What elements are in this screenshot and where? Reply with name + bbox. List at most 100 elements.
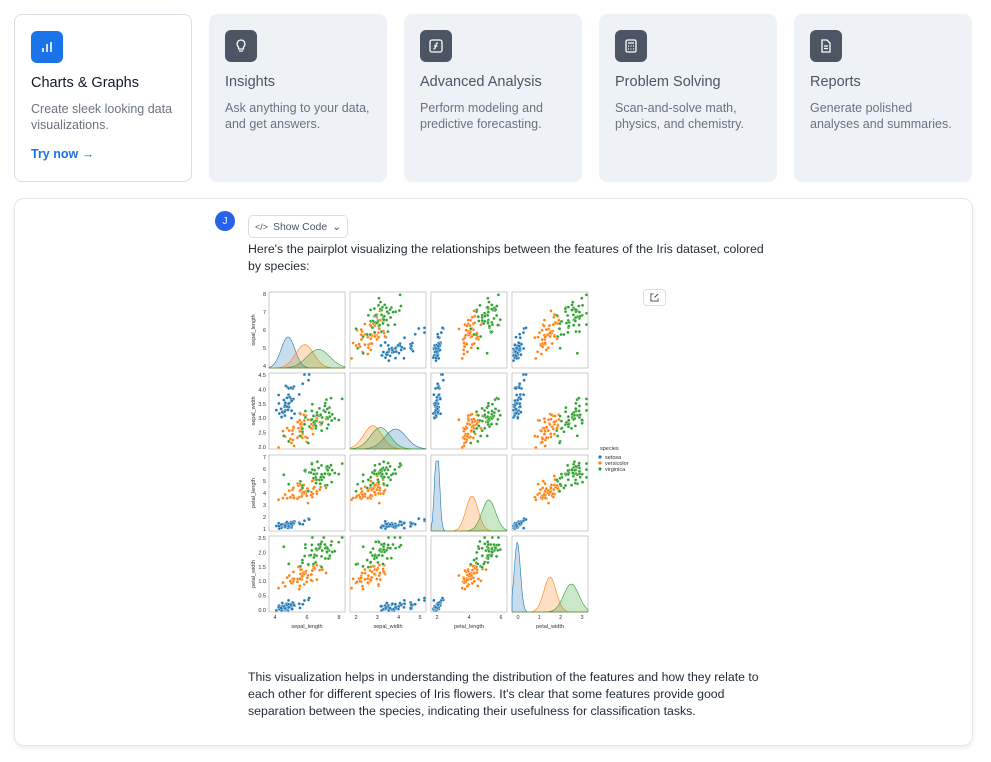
scatter-point [379,542,384,547]
card[interactable]: Charts & Graphs Create sleek looking dat… [14,14,192,182]
scatter-point [494,313,499,318]
scatter-point [435,407,440,411]
scatter-point [363,577,367,582]
scatter-point [375,567,379,572]
subplot-frame [349,291,427,369]
scatter-point [311,432,315,436]
scatter-point [382,314,386,318]
scatter-point [298,606,302,610]
scatter-point [283,584,287,588]
scatter-point [380,305,384,309]
y-tick-label: 3 [263,503,266,509]
scatter-point [494,422,499,426]
scatter-point [569,483,574,487]
show-code-button[interactable]: </> Show Code ⌄ [248,215,348,238]
y-tick-label: 2.5 [258,431,266,437]
scatter-point [555,483,559,488]
scatter-point [580,421,584,425]
scatter-point [575,351,579,355]
scatter-point [333,416,337,421]
scatter-point [438,397,443,401]
scatter-point [476,346,480,350]
scatter-point [515,401,519,406]
scatter-point [548,334,552,339]
scatter-point [486,420,490,425]
scatter-point [474,310,479,314]
scatter-point [289,416,294,420]
scatter-point [461,348,466,352]
card[interactable]: Problem Solving Scan-and-solve math, phy… [599,14,777,182]
scatter-point [513,350,518,354]
scatter-point [574,478,578,482]
scatter-point [330,539,334,544]
scatter-point [322,535,326,540]
card[interactable]: Reports Generate polished analyses and s… [794,14,972,182]
scatter-point [470,334,474,339]
scatter-point [374,321,379,325]
scatter-point [386,461,390,465]
scatter-point [536,350,540,354]
legend-label: setosa [605,455,622,461]
scatter-point [571,471,575,475]
scatter-point [302,582,306,587]
scatter-point [277,393,281,397]
scatter-point [480,565,484,569]
scatter-point [541,479,545,483]
scatter-point [380,554,384,558]
scatter-point [377,323,382,327]
scatter-point [319,475,323,479]
scatter-point [360,489,364,494]
scatter-point [354,343,358,348]
scatter-point [469,346,473,350]
card[interactable]: Advanced Analysis Perform modeling and p… [404,14,582,182]
scatter-point [298,522,302,526]
card[interactable]: Insights Ask anything to your data, and … [209,14,387,182]
scatter-point [552,432,557,436]
scatter-point [323,401,327,405]
scatter-point [471,424,476,428]
card-link[interactable]: Try now → [31,147,95,161]
scatter-point [377,548,382,552]
y-tick-label: 2.0 [258,445,266,451]
scatter-point [436,603,440,607]
scatter-point [302,519,307,523]
scatter-point [542,432,547,436]
scatter-point [319,413,323,417]
scatter-point [300,486,305,490]
scatter-point [298,572,303,576]
scatter-point [489,554,494,558]
scatter-point [285,496,289,501]
scatter-point [323,483,327,488]
scatter-point [283,524,287,528]
subplot-frame [430,291,508,369]
x-tick-label: 4 [397,615,400,621]
scatter-point [476,439,480,443]
scatter-point [313,560,318,565]
scatter-point [297,587,301,591]
scatter-point [396,343,401,347]
scatter-point [373,334,377,339]
scatter-point [462,352,466,356]
scatter-point [486,313,490,318]
scatter-point [325,546,330,550]
scatter-point [354,489,358,493]
scatter-point [436,332,440,336]
scatter-point [558,482,562,486]
scatter-point [562,486,566,490]
scatter-point [277,401,281,406]
scatter-point [558,346,562,350]
scatter-point [432,598,436,602]
scatter-point [382,475,386,479]
scatter-point [572,417,576,422]
scatter-point [397,308,401,313]
scatter-point [354,562,358,567]
scatter-point [562,430,566,434]
scatter-point [283,606,287,611]
scatter-point [310,462,314,466]
scatter-point [292,577,296,581]
edit-button[interactable] [643,289,666,306]
scatter-point [486,321,490,325]
scatter-point [285,575,289,580]
scatter-point [534,445,538,450]
